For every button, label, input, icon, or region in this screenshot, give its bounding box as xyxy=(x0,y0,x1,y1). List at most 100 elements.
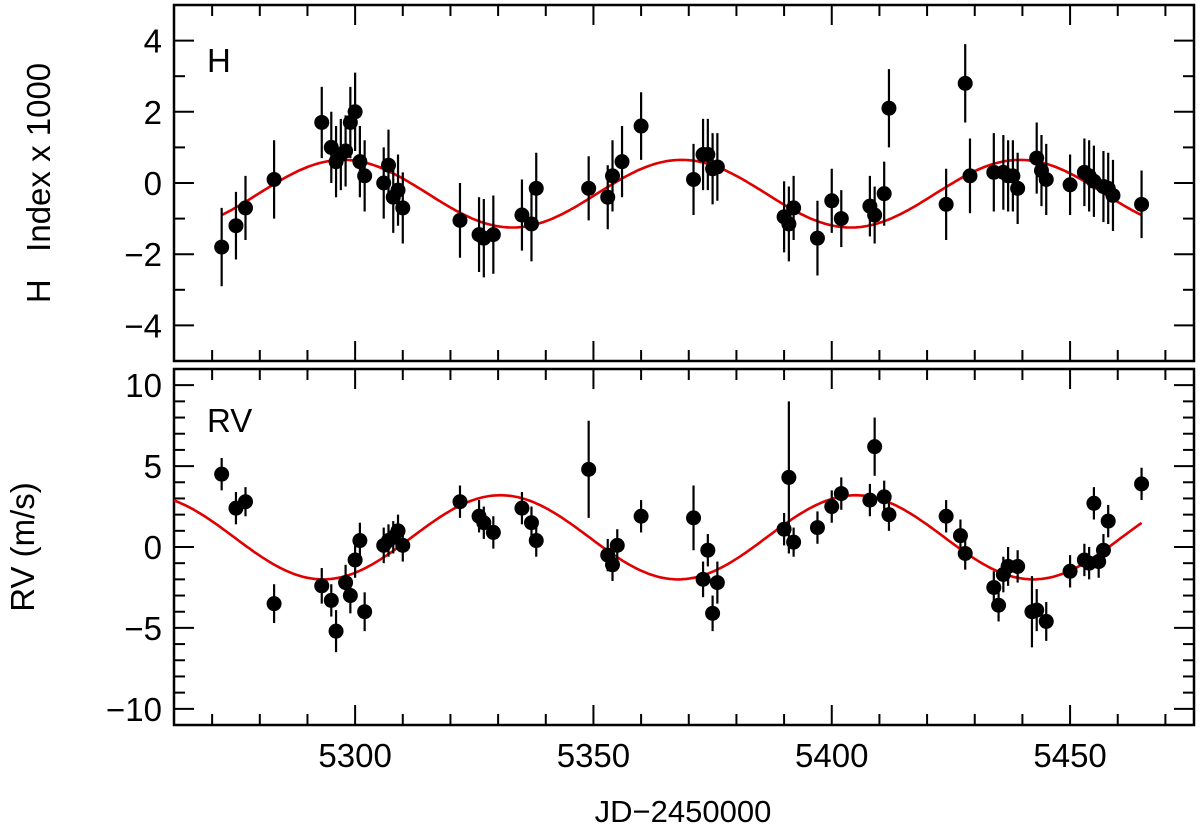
rv-y-axis-label: RV (m/s) xyxy=(4,482,41,612)
rv-data-point xyxy=(1010,550,1026,583)
data-marker xyxy=(709,575,725,591)
data-marker xyxy=(1134,196,1150,212)
data-marker xyxy=(323,592,339,608)
rv-data-point xyxy=(1134,467,1150,501)
data-marker xyxy=(700,542,716,558)
data-marker xyxy=(1100,513,1116,529)
x-tick-label: 5300 xyxy=(318,737,391,774)
h-data-point xyxy=(485,195,501,274)
h-data-point xyxy=(881,69,897,148)
h-data-point xyxy=(686,143,702,216)
data-marker xyxy=(786,200,802,216)
h-panel-label: H xyxy=(207,42,231,79)
rv-data-point xyxy=(686,485,702,551)
data-marker xyxy=(314,578,330,594)
y-tick-label: −5 xyxy=(124,610,162,647)
y-tick-label: 5 xyxy=(144,448,162,485)
rv-data-point xyxy=(1086,487,1102,520)
data-marker xyxy=(695,571,711,587)
rv-data-point xyxy=(833,477,849,510)
rv-data-point xyxy=(824,490,840,523)
data-marker xyxy=(314,114,330,130)
rv-data-point xyxy=(1038,602,1054,641)
data-marker xyxy=(485,524,501,540)
rv-data-point xyxy=(938,500,954,533)
h-data-point xyxy=(962,138,978,214)
rv-panel: −10 −5 0 5 10 5300 5350 5400 5450 RV RV (m/s) J… xyxy=(4,367,1196,829)
h-data-point xyxy=(824,168,840,233)
h-plot-area xyxy=(214,44,1150,287)
rv-data-point xyxy=(266,584,282,624)
rv-data-point xyxy=(528,524,544,557)
data-marker xyxy=(1029,602,1045,618)
h-data-point xyxy=(833,190,849,248)
data-marker xyxy=(528,533,544,549)
data-marker xyxy=(352,533,368,549)
data-marker xyxy=(957,75,973,91)
rv-data-point xyxy=(237,487,253,517)
data-marker xyxy=(1095,542,1111,558)
rv-data-point xyxy=(357,592,373,632)
rv-data-point xyxy=(633,500,649,533)
rv-data-point xyxy=(395,529,411,562)
rv-data-point xyxy=(314,568,330,604)
data-marker xyxy=(452,494,468,510)
rv-data-point xyxy=(1100,504,1116,538)
data-marker xyxy=(395,537,411,553)
data-marker xyxy=(781,469,797,485)
rv-data-point xyxy=(328,610,344,653)
data-marker xyxy=(1010,558,1026,574)
data-marker xyxy=(962,168,978,184)
data-marker xyxy=(1062,563,1078,579)
rv-data-point xyxy=(476,506,492,539)
x-axis-label: JD−2450000 xyxy=(595,794,772,829)
h-data-point xyxy=(237,175,253,240)
h-index-panel: −4 −2 0 2 4 H H Index x 1000 xyxy=(20,3,1196,363)
data-marker xyxy=(876,186,892,202)
data-marker xyxy=(614,154,630,170)
data-marker xyxy=(862,492,878,508)
data-marker xyxy=(938,508,954,524)
data-marker xyxy=(1038,613,1054,629)
data-marker xyxy=(357,168,373,184)
rv-data-point xyxy=(214,458,230,491)
x-tick-label: 5350 xyxy=(557,737,630,774)
rv-data-point xyxy=(695,561,711,598)
rv-panel-label: RV xyxy=(207,402,252,439)
data-marker xyxy=(214,239,230,255)
h-data-point xyxy=(1038,143,1054,216)
h-data-point xyxy=(395,172,411,244)
rv-data-point xyxy=(709,561,725,604)
rv-panel-frame xyxy=(172,367,1196,727)
data-marker xyxy=(1010,180,1026,196)
h-data-point xyxy=(957,44,973,123)
data-marker xyxy=(867,439,883,455)
rv-data-point xyxy=(609,529,625,562)
h-y-axis-label: H Index x 1000 xyxy=(20,63,57,303)
data-marker xyxy=(809,520,825,536)
rv-data-point xyxy=(957,537,973,570)
data-marker xyxy=(609,537,625,553)
h-data-point xyxy=(514,179,530,251)
data-marker xyxy=(452,212,468,228)
data-marker xyxy=(686,510,702,526)
x-tick-label: 5450 xyxy=(1033,737,1106,774)
data-marker xyxy=(824,499,840,515)
y-tick-label: −10 xyxy=(106,691,162,728)
data-marker xyxy=(581,461,597,477)
data-marker xyxy=(1062,177,1078,193)
rv-data-point xyxy=(705,595,721,632)
data-marker xyxy=(705,605,721,621)
h-data-point xyxy=(633,92,649,160)
rv-data-point xyxy=(700,534,716,567)
data-marker xyxy=(581,180,597,196)
data-marker xyxy=(476,515,492,531)
data-marker xyxy=(1086,495,1102,511)
data-marker xyxy=(237,494,253,510)
rv-data-point xyxy=(485,516,501,549)
data-marker xyxy=(266,596,282,612)
data-marker xyxy=(214,466,230,482)
data-marker xyxy=(347,104,363,120)
y-tick-label: 4 xyxy=(144,23,162,60)
